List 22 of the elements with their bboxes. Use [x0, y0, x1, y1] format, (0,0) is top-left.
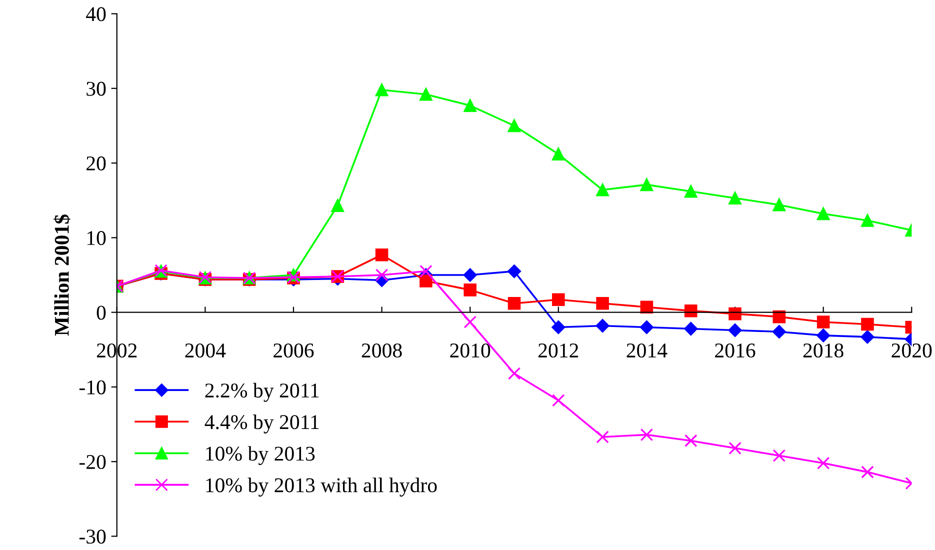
x-tick-label: 2014 — [626, 343, 668, 358]
x-tick-label: 2016 — [715, 343, 756, 358]
x-tick-label: 2004 — [185, 343, 226, 358]
y-tick-label: 30 — [86, 82, 106, 96]
x-tick-label: 2020 — [892, 343, 932, 358]
legend-label: 10% by 2013 with all hydro — [206, 478, 437, 497]
legend-label: 2.2% by 2011 — [205, 382, 319, 402]
x-tick-label: 2012 — [538, 343, 578, 358]
y-tick-label: -20 — [79, 454, 106, 470]
x-tick-label: 2006 — [274, 343, 314, 358]
y-tick-label: 20 — [86, 156, 106, 170]
y-tick-label: 40 — [86, 7, 106, 22]
x-tick-label: 2008 — [362, 343, 402, 358]
y-axis-title: Million 2001$ — [54, 214, 70, 336]
y-tick-label: -10 — [79, 380, 106, 394]
x-tick-label: 2018 — [803, 343, 844, 358]
y-tick-label: 0 — [96, 306, 106, 320]
x-tick-label: 2010 — [450, 343, 490, 358]
legend-label: 10% by 2013 — [206, 446, 315, 466]
y-tick-label: -30 — [79, 530, 106, 544]
y-tick-label: 10 — [87, 231, 106, 246]
legend-label: 4.4% by 2011 — [204, 414, 319, 434]
